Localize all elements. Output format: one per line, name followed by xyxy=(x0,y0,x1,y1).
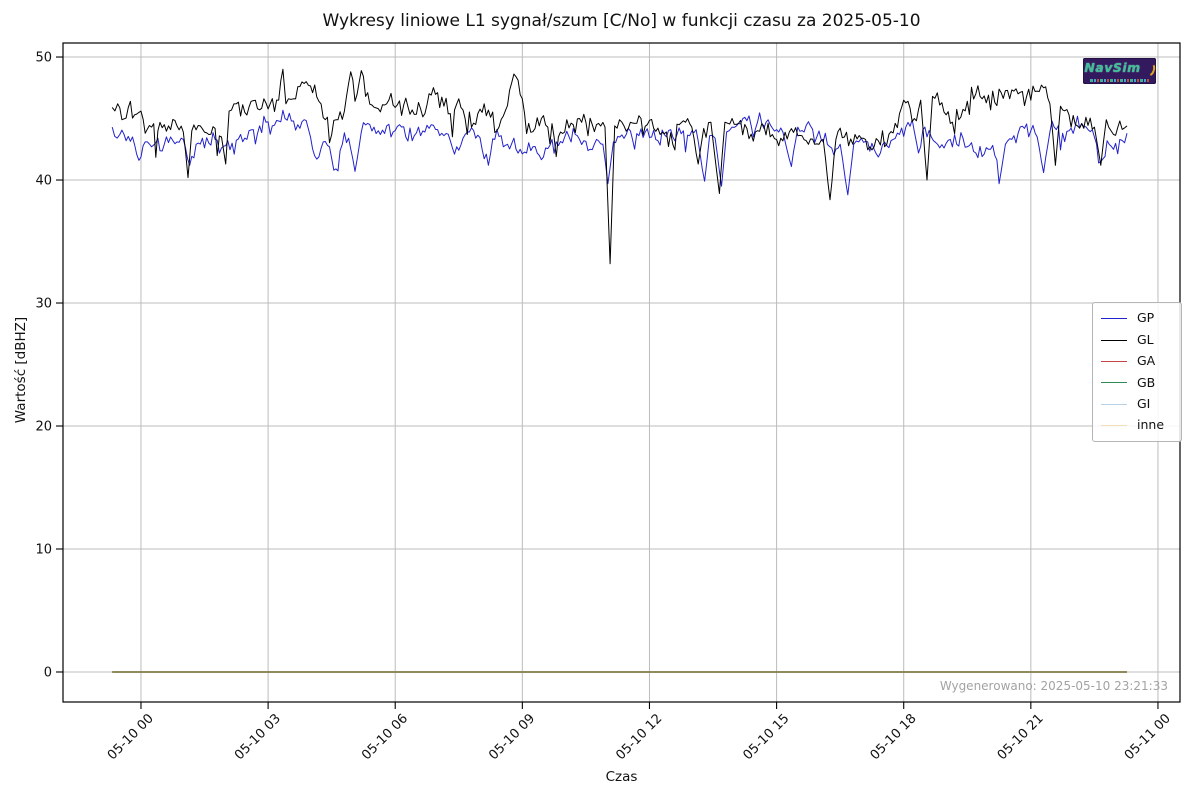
navsim-swoosh-icon xyxy=(1139,58,1156,79)
legend-swatch-GB xyxy=(1101,382,1127,384)
y-tick-label: 50 xyxy=(35,51,52,66)
y-axis-label: Wartość [dBHZ] xyxy=(13,316,29,424)
series-line-GP xyxy=(111,109,1128,196)
series-line-GL xyxy=(111,68,1128,265)
x-tick-label: 05-11 00 xyxy=(1122,711,1174,763)
y-tick-label: 10 xyxy=(35,543,52,558)
legend: GP GL GA GB GI inne xyxy=(1092,302,1182,443)
navsim-logo-subline xyxy=(1089,78,1150,82)
x-tick-label: 05-10 12 xyxy=(613,711,665,763)
y-tick-label: 0 xyxy=(44,666,52,681)
legend-item-inne: inne xyxy=(1101,415,1173,436)
legend-label-GI: GI xyxy=(1137,396,1151,411)
y-tick-label: 30 xyxy=(35,297,52,312)
navsim-logo-text-row: NavSim xyxy=(1084,58,1156,79)
x-axis-label: Czas xyxy=(605,769,638,785)
legend-label-GP: GP xyxy=(1137,310,1155,326)
legend-item-GI: GI xyxy=(1101,394,1173,415)
x-tick-label: 05-10 09 xyxy=(486,711,538,763)
legend-swatch-GL xyxy=(1101,339,1127,341)
y-tick-label: 20 xyxy=(35,420,52,435)
legend-swatch-GA xyxy=(1101,360,1127,362)
legend-label-inne: inne xyxy=(1137,417,1165,433)
y-tick-label: 40 xyxy=(35,174,52,189)
navsim-logo: NavSim xyxy=(1083,58,1156,84)
generated-timestamp: Wygenerowano: 2025-05-10 23:21:33 xyxy=(939,679,1168,693)
legend-label-GL: GL xyxy=(1137,331,1154,347)
chart-title: Wykresy liniowe L1 sygnał/szum [C/No] w … xyxy=(322,11,921,31)
legend-label-GB: GB xyxy=(1137,374,1156,390)
legend-item-GL: GL xyxy=(1101,329,1173,350)
legend-item-GA: GA xyxy=(1101,351,1173,372)
x-tick-label: 05-10 21 xyxy=(995,711,1047,763)
legend-swatch-GI xyxy=(1101,403,1127,405)
legend-swatch-GP xyxy=(1101,318,1127,320)
legend-item-GP: GP xyxy=(1101,308,1173,329)
x-tick-label: 05-10 15 xyxy=(740,711,792,763)
legend-item-GB: GB xyxy=(1101,372,1173,393)
plot-border xyxy=(62,42,1181,703)
navsim-logo-text: NavSim xyxy=(1084,60,1141,76)
x-tick-label: 05-10 06 xyxy=(359,711,411,763)
legend-swatch-inne xyxy=(1101,425,1127,427)
legend-label-GA: GA xyxy=(1137,353,1156,369)
x-tick-label: 05-10 03 xyxy=(232,711,284,763)
x-tick-label: 05-10 18 xyxy=(868,711,920,763)
x-tick-label: 05-10 00 xyxy=(105,711,157,763)
